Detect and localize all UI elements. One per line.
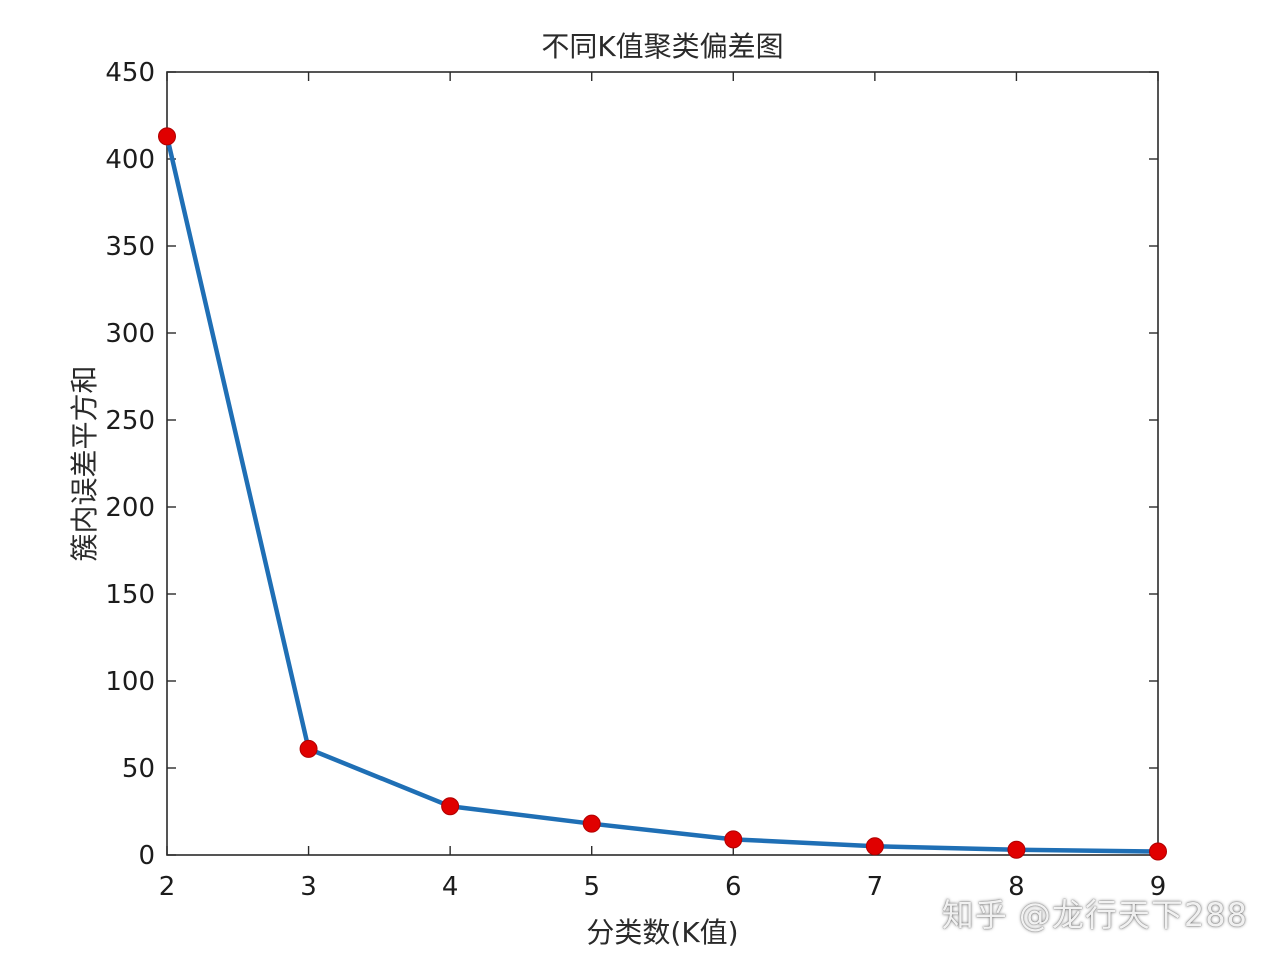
x-tick-label: 6 (725, 872, 742, 902)
data-point-marker (865, 837, 884, 856)
data-point-marker (158, 127, 176, 146)
x-tick-label: 9 (1150, 872, 1167, 902)
y-tick-label: 100 (105, 667, 155, 697)
x-tick-label: 3 (300, 872, 317, 902)
data-point-marker (582, 814, 601, 833)
y-tick-label: 150 (105, 580, 155, 610)
data-point-marker (1007, 840, 1026, 859)
x-tick-label: 4 (442, 872, 459, 902)
y-tick-label: 0 (138, 841, 155, 871)
data-point-marker (299, 739, 318, 758)
y-tick-label: 50 (122, 754, 155, 784)
data-point-marker (724, 830, 743, 849)
y-axis-label: 簇内误差平方和 (68, 365, 101, 561)
axes-box (166, 71, 1159, 856)
y-tick-label: 250 (105, 406, 155, 436)
y-tick-label: 450 (105, 58, 155, 88)
x-tick-label: 8 (1008, 872, 1025, 902)
x-tick-label: 2 (159, 872, 176, 902)
chart-title: 不同K值聚类偏差图 (541, 30, 783, 63)
x-tick-label: 7 (867, 872, 884, 902)
data-point-marker (441, 797, 460, 816)
watermark: 知乎 @龙行天下288 (941, 896, 1248, 934)
y-tick-label: 400 (105, 145, 155, 175)
y-tick-label: 300 (105, 319, 155, 349)
series-line (164, 134, 1161, 854)
x-tick-label: 5 (583, 872, 600, 902)
plot-area: 0 50 100 150 200 250 300 350 400 450 2 3 4 5 6 7 8 9 (105, 58, 1167, 902)
y-tick-label: 350 (105, 232, 155, 262)
y-tick-label: 200 (105, 493, 155, 523)
data-point-marker (1149, 842, 1167, 861)
x-axis-label: 分类数(K值) (586, 916, 738, 949)
